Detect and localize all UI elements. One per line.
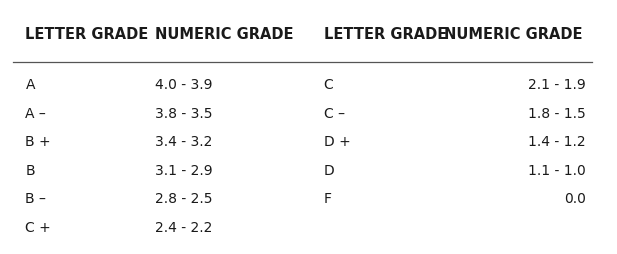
Text: A: A bbox=[25, 78, 35, 92]
Text: 1.8 - 1.5: 1.8 - 1.5 bbox=[528, 106, 586, 120]
Text: NUMERIC GRADE: NUMERIC GRADE bbox=[155, 26, 294, 41]
Text: C –: C – bbox=[324, 106, 345, 120]
Text: D: D bbox=[324, 163, 334, 177]
Text: A –: A – bbox=[25, 106, 46, 120]
Text: C +: C + bbox=[25, 220, 51, 234]
Text: NUMERIC GRADE: NUMERIC GRADE bbox=[444, 26, 582, 41]
Text: 2.4 - 2.2: 2.4 - 2.2 bbox=[155, 220, 212, 234]
Text: 3.1 - 2.9: 3.1 - 2.9 bbox=[155, 163, 213, 177]
Text: LETTER GRADE: LETTER GRADE bbox=[25, 26, 149, 41]
Text: 3.4 - 3.2: 3.4 - 3.2 bbox=[155, 135, 212, 149]
Text: B: B bbox=[25, 163, 35, 177]
Text: C: C bbox=[324, 78, 333, 92]
Text: D +: D + bbox=[324, 135, 350, 149]
Text: LETTER GRADE: LETTER GRADE bbox=[324, 26, 447, 41]
Text: 4.0 - 3.9: 4.0 - 3.9 bbox=[155, 78, 212, 92]
Text: B –: B – bbox=[25, 192, 46, 205]
Text: B +: B + bbox=[25, 135, 51, 149]
Text: 2.1 - 1.9: 2.1 - 1.9 bbox=[528, 78, 586, 92]
Text: 1.1 - 1.0: 1.1 - 1.0 bbox=[528, 163, 586, 177]
Text: 3.8 - 3.5: 3.8 - 3.5 bbox=[155, 106, 212, 120]
Text: F: F bbox=[324, 192, 332, 205]
Text: 2.8 - 2.5: 2.8 - 2.5 bbox=[155, 192, 212, 205]
Text: 1.4 - 1.2: 1.4 - 1.2 bbox=[528, 135, 586, 149]
Text: 0.0: 0.0 bbox=[564, 192, 586, 205]
